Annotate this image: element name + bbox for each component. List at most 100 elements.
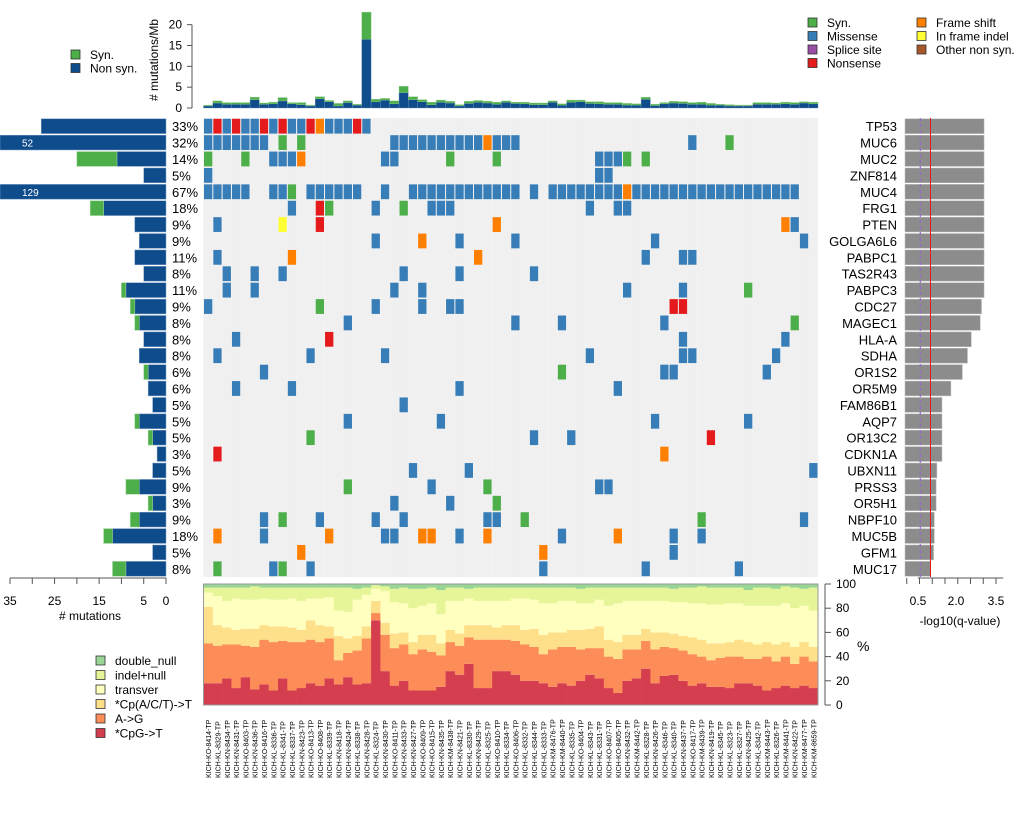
rate-bar-syn (277, 97, 288, 102)
gene-percent-label: 5% (172, 545, 191, 560)
mutation-cell (380, 528, 390, 544)
spectrum-segment (669, 674, 679, 705)
mutation-cell (343, 118, 352, 134)
spectrum-segment (734, 639, 744, 657)
mutation-cell (585, 348, 595, 364)
gene-count-bar-nonsyn (139, 348, 167, 364)
spectrum-segment (790, 688, 800, 705)
spectrum-segment (585, 603, 595, 629)
spectrum-segment (529, 599, 539, 629)
spectrum-segment (780, 656, 791, 686)
mutation-cell (306, 430, 315, 446)
spectrum-segment (696, 639, 707, 657)
q-value-bar (904, 298, 982, 315)
sample-label: KICH-KL-8342-TP (755, 721, 762, 778)
spectrum-segment (641, 587, 651, 601)
spectrum-segment (529, 628, 539, 647)
gene-count-bar-syn (76, 151, 118, 167)
mutation-cell (278, 184, 287, 200)
mutation-cell (492, 151, 501, 167)
mutation-cell (306, 348, 315, 364)
spectrum-segment (790, 608, 800, 647)
spectrum-segment (790, 587, 800, 609)
mutation-cell (446, 135, 455, 150)
mutation-cell (790, 184, 799, 200)
q-x-tick-label: 0.5 (910, 594, 927, 608)
mutation-cell (688, 249, 697, 265)
spectrum-segment (650, 584, 661, 588)
sample-label: KICH-KO-8415-TP (430, 719, 437, 778)
rate-bar-nonsyn (259, 104, 269, 109)
rate-bar-syn (780, 101, 791, 105)
mutation-cell (539, 561, 548, 577)
rate-bar-syn (501, 100, 511, 103)
mutation-cell (213, 561, 222, 577)
rate-bar-nonsyn (463, 103, 474, 109)
legend-mutation-type-label: Frame shift (936, 16, 997, 30)
spectrum-segment (352, 650, 363, 685)
spectrum-segment (305, 584, 316, 588)
rate-bar-syn (771, 102, 781, 105)
spectrum-segment (743, 642, 754, 660)
spectrum-segment (706, 587, 716, 605)
rate-bar-syn (622, 103, 632, 106)
sample-label: KICH-KL-8333-TP (541, 721, 548, 778)
mutation-cell (641, 184, 650, 200)
rate-bar-nonsyn (557, 104, 567, 109)
spectrum-segment (510, 625, 521, 641)
rate-bar-nonsyn (529, 104, 539, 109)
mutation-cell (343, 479, 352, 495)
sample-label: KICH-KN-8435-TP (439, 720, 446, 778)
mutation-cell (343, 315, 352, 331)
spectrum-segment (482, 600, 493, 626)
spectrum-segment (231, 688, 242, 705)
sample-label: KICH-KL-8335-TP (569, 721, 576, 778)
spectrum-segment (464, 637, 474, 664)
gene-label: PTEN (862, 218, 897, 233)
gene-count-bar-nonsyn (152, 544, 167, 561)
gene-count-bar-nonsyn (152, 397, 167, 413)
spectrum-segment (724, 584, 735, 588)
spectrum-segment (417, 690, 428, 705)
spectrum-segment (631, 600, 642, 635)
mutation-cell (446, 184, 455, 200)
mutation-cell (492, 184, 501, 200)
rate-bar-nonsyn (547, 101, 558, 109)
q-value-bar (904, 364, 963, 380)
rate-bar-syn (631, 103, 642, 106)
rate-y-tick-label: 10 (169, 59, 183, 73)
mutation-cell (529, 266, 539, 282)
rate-bar-syn (575, 99, 586, 102)
spectrum-segment (212, 645, 223, 684)
spectrum-segment (361, 587, 372, 595)
spectrum-segment (417, 584, 428, 589)
spectrum-segment (259, 625, 269, 640)
mutation-cell (474, 249, 483, 265)
spectrum-segment (389, 584, 400, 589)
rate-bar-syn (585, 101, 595, 104)
spectrum-segment (808, 688, 819, 705)
spectrum-segment (678, 680, 688, 705)
mutation-cell (418, 528, 427, 544)
q-value-bar (904, 446, 943, 462)
spectrum-segment (501, 587, 512, 601)
q-x-tick-label: 3.5 (988, 594, 1005, 608)
spectrum-segment (780, 685, 791, 705)
gene-label: TAS2R43 (842, 267, 897, 282)
spectrum-segment (594, 678, 605, 705)
mutation-cell (678, 299, 688, 314)
spectrum-segment (566, 685, 577, 705)
sample-label: KICH-KN-8428-TP (364, 720, 371, 778)
mutation-cell (390, 135, 399, 150)
q-value-bar (904, 462, 938, 479)
spectrum-segment (594, 587, 605, 600)
spectrum-segment (492, 600, 502, 628)
spectrum-segment (799, 605, 809, 643)
mutation-cell (483, 479, 492, 495)
rate-bar-nonsyn (221, 104, 232, 109)
spectrum-segment (799, 656, 809, 686)
spectrum-segment (650, 587, 661, 601)
gene-count-bar-nonsyn (134, 298, 167, 315)
mutation-cell (492, 495, 501, 511)
spectrum-segment (557, 584, 567, 588)
